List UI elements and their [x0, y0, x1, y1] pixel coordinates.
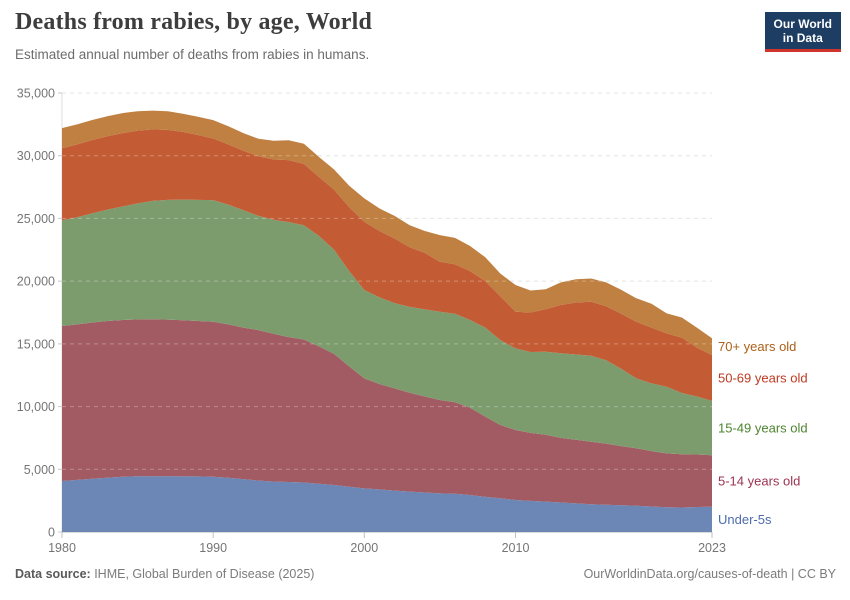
y-tick-label: 15,000	[17, 337, 55, 351]
legend-label-15-49-years-old[interactable]: 15-49 years old	[718, 421, 808, 436]
area-series-15-49-years-old[interactable]	[62, 199, 712, 456]
footer-link[interactable]: OurWorldinData.org/causes-of-death | CC …	[583, 567, 836, 581]
y-tick-label: 35,000	[17, 87, 55, 101]
data-source-note: Data source: IHME, Global Burden of Dise…	[15, 567, 314, 581]
legend-label-50-69-years-old[interactable]: 50-69 years old	[718, 371, 808, 386]
area-series-under-5s[interactable]	[62, 476, 712, 532]
data-source-text: IHME, Global Burden of Disease (2025)	[90, 567, 315, 581]
y-tick-label: 10,000	[17, 400, 55, 414]
x-tick-label: 2023	[698, 541, 726, 555]
owid-logo: Our World in Data	[764, 12, 841, 52]
y-tick-label: 25,000	[17, 212, 55, 226]
owid-logo-line2: in Data	[782, 31, 823, 45]
y-tick-label: 20,000	[17, 275, 55, 289]
legend-label-5-14-years-old[interactable]: 5-14 years old	[718, 474, 800, 489]
chart-footer: Data source: IHME, Global Burden of Dise…	[15, 567, 836, 581]
area-series-70-years-old[interactable]	[62, 110, 712, 356]
area-series-5-14-years-old[interactable]	[62, 319, 712, 508]
page-title: Deaths from rabies, by age, World	[15, 9, 373, 35]
x-tick-label: 1980	[48, 541, 76, 555]
legend-label-under-5s[interactable]: Under-5s	[718, 512, 772, 527]
y-tick-label: 30,000	[17, 149, 55, 163]
y-tick-label: 5,000	[24, 463, 55, 477]
x-tick-label: 1990	[199, 541, 227, 555]
x-tick-label: 2000	[350, 541, 378, 555]
y-tick-label: 0	[48, 526, 55, 540]
x-tick-label: 2010	[502, 541, 530, 555]
area-series-50-69-years-old[interactable]	[62, 129, 712, 401]
page-subtitle: Estimated annual number of deaths from r…	[15, 47, 370, 62]
data-source-label: Data source:	[15, 567, 91, 581]
legend-label-70-years-old[interactable]: 70+ years old	[718, 339, 796, 354]
owid-logo-line1: Our World	[773, 17, 832, 31]
